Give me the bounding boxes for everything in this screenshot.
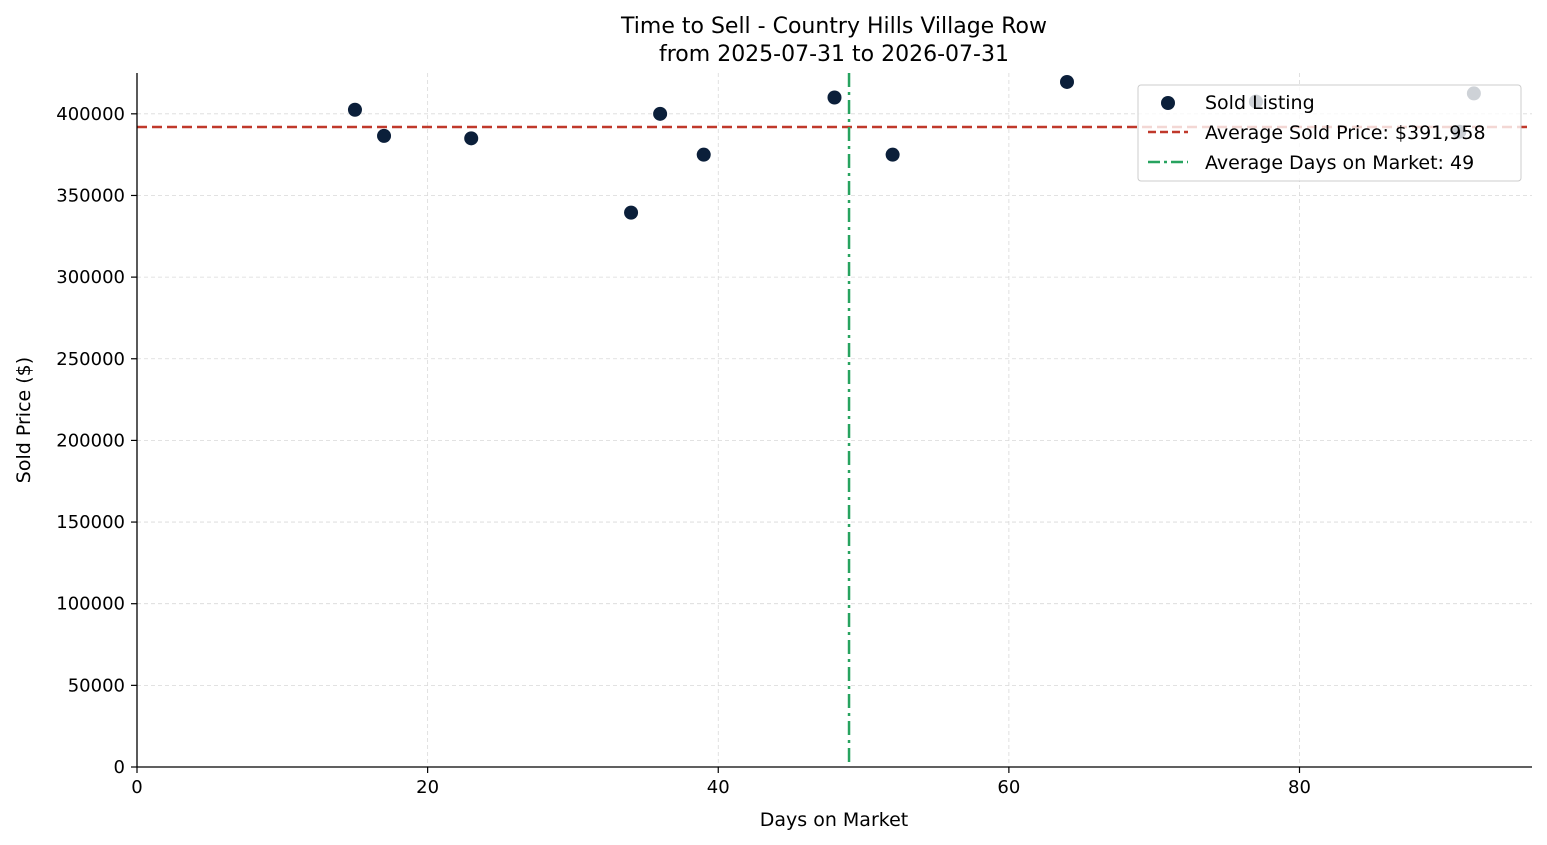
y-tick-label: 100000 bbox=[56, 594, 125, 615]
chart-subtitle: from 2025-07-31 to 2026-07-31 bbox=[659, 42, 1009, 67]
data-point bbox=[377, 128, 392, 143]
legend-box bbox=[1137, 84, 1522, 182]
x-tick-label: 40 bbox=[707, 777, 730, 798]
y-tick-label: 400000 bbox=[56, 104, 125, 125]
grid-layer bbox=[137, 73, 1532, 767]
y-tick-label: 250000 bbox=[56, 349, 125, 370]
data-point bbox=[885, 147, 900, 162]
x-tick-label: 20 bbox=[416, 777, 439, 798]
data-point bbox=[827, 90, 842, 105]
y-tick-label: 350000 bbox=[56, 185, 125, 206]
y-tick-label: 200000 bbox=[56, 430, 125, 451]
data-point bbox=[1060, 74, 1074, 89]
y-axis-label: Sold Price ($) bbox=[13, 357, 35, 483]
x-tick-label: 80 bbox=[1288, 777, 1311, 798]
legend: Sold Listing Average Sold Price: $391,95… bbox=[1137, 84, 1522, 182]
x-tick-label: 0 bbox=[131, 777, 142, 798]
chart-title: Time to Sell - Country Hills Village Row bbox=[620, 14, 1047, 39]
data-point bbox=[653, 106, 668, 121]
data-point bbox=[347, 102, 362, 117]
data-point bbox=[464, 131, 479, 146]
y-tick-label: 150000 bbox=[56, 512, 125, 533]
legend-label-sold-listing: Sold Listing bbox=[1205, 92, 1315, 114]
y-tick-label: 50000 bbox=[68, 675, 125, 696]
x-tick-label: 60 bbox=[997, 777, 1020, 798]
data-point bbox=[696, 147, 711, 162]
legend-marker-sold-listing bbox=[1161, 96, 1175, 110]
data-point bbox=[624, 205, 639, 220]
legend-label-average-days: Average Days on Market: 49 bbox=[1205, 152, 1474, 174]
axes-layer: 0 20 40 60 80 0 50000 100000 150000 200000 250000 3… bbox=[56, 73, 1532, 798]
y-tick-label: 0 bbox=[114, 757, 125, 778]
x-axis-label: Days on Market bbox=[760, 809, 908, 831]
y-tick-label: 300000 bbox=[56, 267, 125, 288]
legend-label-average-price: Average Sold Price: $391,958 bbox=[1205, 122, 1486, 144]
